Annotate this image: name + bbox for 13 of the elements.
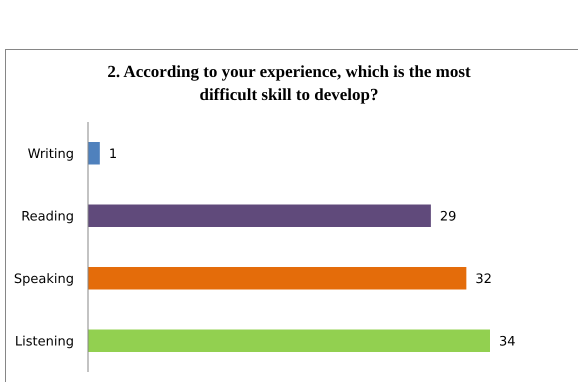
chart-title: 2. According to your experience, which is the most difficult skill to develop?: [107, 62, 471, 104]
y-tick-label: Listening: [14, 334, 74, 350]
y-tick-label: Reading: [21, 209, 74, 224]
data-label: 34: [499, 334, 516, 350]
data-label: 32: [475, 272, 492, 287]
bar: [88, 330, 490, 352]
bar: [88, 142, 100, 164]
data-label: 1: [108, 146, 118, 162]
bar: [88, 204, 431, 227]
y-tick-label: Writing: [28, 146, 74, 162]
bar: [88, 267, 466, 290]
y-tick-label: Speaking: [14, 272, 74, 287]
data-label: 29: [440, 209, 456, 224]
